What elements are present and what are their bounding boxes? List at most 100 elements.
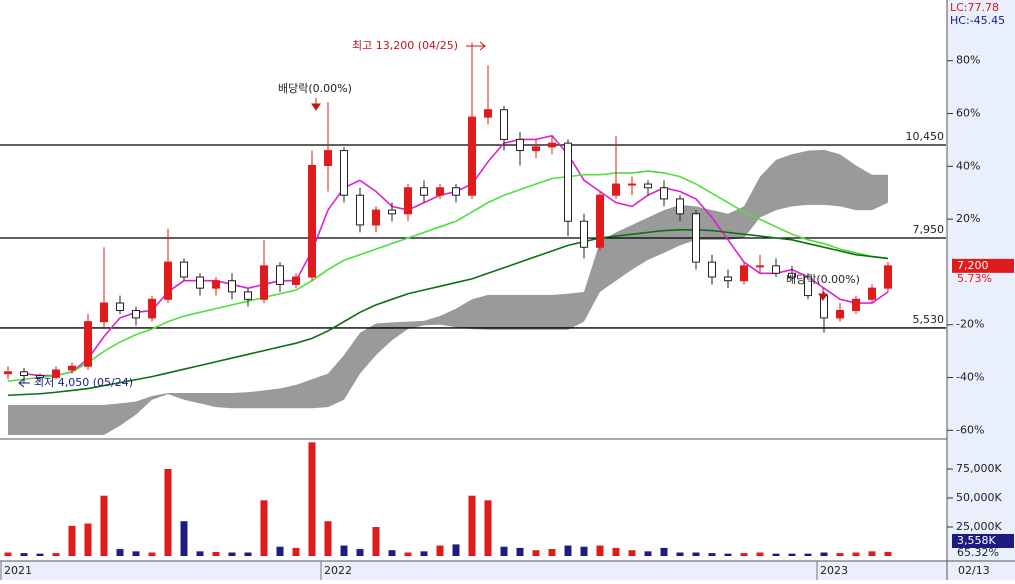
last-volume-box [952,534,1014,548]
candle-body [468,116,476,196]
volume-bar [36,553,44,556]
volume-bar [116,549,124,556]
candle-body [420,187,428,196]
y2-tick-label: 60% [956,107,980,120]
date-label: 02/13 [958,564,990,577]
volume-bar [452,544,460,556]
candle-body [676,198,684,215]
volume-bar [788,553,796,556]
candle-body [276,265,284,285]
volume-bar [500,546,508,556]
candle-body [628,183,636,186]
volume-bar [260,500,268,556]
candle-body [4,371,12,375]
candle-body [836,309,844,319]
volume-bar [548,549,556,556]
candle-body [36,375,44,378]
candle-body [788,272,796,278]
candle-body [692,213,700,263]
volume-tick-label: 50,000K [956,491,1002,504]
volume-bar [772,553,780,556]
volume-bar [756,552,764,556]
candle-body [772,265,780,274]
candle-body [484,109,492,118]
candle-body [580,220,588,248]
volume-bar [340,545,348,556]
candle-body [196,276,204,289]
hc-label: HC:-45.45 [950,14,1005,27]
dividend-annotation: 배당락(0.00%) [278,82,352,95]
candle-body [564,142,572,222]
date-bar [0,561,947,580]
volume-bar [244,552,252,556]
volume-bar [100,495,108,556]
candle-body [500,109,508,140]
volume-ratio-label: 65.32% [957,546,999,559]
high-annotation: 최고 13,200 (04/25) [352,39,458,52]
last-price-label: 7,200 [957,259,989,272]
volume-bar [324,521,332,556]
volume-bar [196,551,204,556]
price-panel: 10,450 7,950 5,530 [0,42,946,436]
candle-body [244,291,252,300]
volume-bar [516,547,524,556]
volume-bar [708,553,716,556]
volume-bar [308,442,316,556]
candle-body [292,276,300,285]
volume-bar [532,550,540,556]
volume-bar [68,525,76,556]
moving-average [7,170,889,382]
candle-body [644,183,652,189]
volume-bar [820,552,828,556]
moving-average [7,228,889,397]
y2-tick-label: -40% [956,371,984,384]
volume-bar [132,551,140,556]
candle-body [436,187,444,196]
volume-bar [292,547,300,556]
x-tick-label: 2022 [324,564,352,577]
volume-bar [628,550,636,556]
volume-bar [644,551,652,556]
candle-body [52,369,60,378]
volume-bar [20,553,28,556]
candle-body [804,276,812,297]
candle-body [324,150,332,166]
volume-bar [84,523,92,556]
candle-body [164,261,172,300]
candle-body [148,298,156,319]
volume-bar [420,551,428,556]
candle-body [100,302,108,323]
axis-panel [947,0,1015,580]
arrow [818,288,828,301]
volume-bar [580,546,588,556]
candle-body [388,209,396,215]
volume-bar [692,552,700,556]
candle-body [228,280,236,293]
volume-bar [868,551,876,556]
candle-body [260,265,268,300]
candle-body [340,150,348,196]
candle-body [724,276,732,282]
candle-body [868,287,876,300]
level-label: 5,530 [913,313,945,326]
volume-bar [852,552,860,556]
volume-bar [228,552,236,556]
candle-body [404,187,412,215]
x-tick-label: 2023 [820,564,848,577]
level-label: 10,450 [906,130,945,143]
volume-tick-label: 25,000K [956,520,1002,533]
volume-bar [676,552,684,556]
volume-bar [212,551,220,556]
volume-bar [4,552,12,556]
last-change-label: 5.73% [957,272,992,285]
arrow [18,378,30,388]
candle-body [212,280,220,289]
candle-body [740,265,748,282]
candle-body [132,309,140,319]
candle-body [612,183,620,196]
volume-bar [164,469,172,556]
volume-bar [388,550,396,556]
volume-bar [564,545,572,556]
volume-bar [180,521,188,556]
